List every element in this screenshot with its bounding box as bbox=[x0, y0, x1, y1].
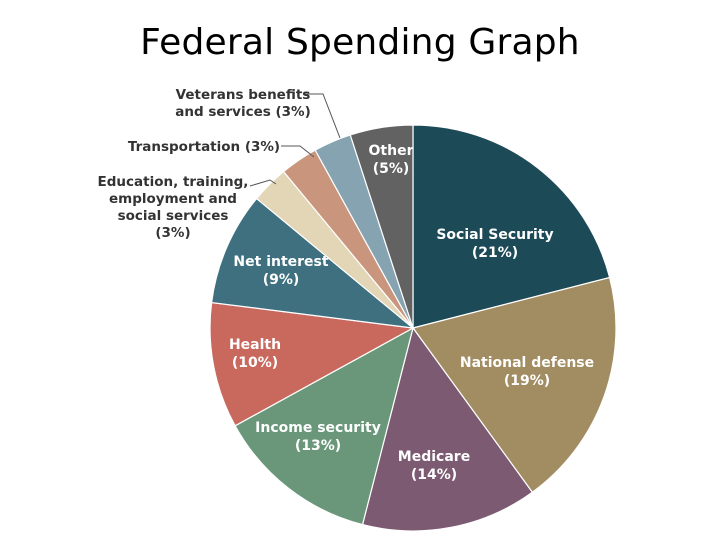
slice-label-income-security: Income security (13%) bbox=[255, 420, 381, 454]
pie-slice-health bbox=[209, 301, 415, 427]
pie-slice-other bbox=[349, 124, 414, 329]
pie-slice-income-security bbox=[234, 326, 414, 526]
slice-label-health: Health (10%) bbox=[229, 337, 281, 371]
leader-line-transportation bbox=[281, 145, 315, 158]
leader-line-veterans-benefits-and-services bbox=[305, 93, 341, 139]
slice-label-national-defense: National defense (19%) bbox=[460, 355, 594, 389]
pie-slice-medicare bbox=[361, 326, 534, 532]
pie-slice-social-security bbox=[412, 124, 611, 329]
page-title: Federal Spending Graph bbox=[140, 22, 580, 63]
slice-label-social-security: Social Security (21%) bbox=[436, 227, 553, 261]
leader-line-education-training-employment-and-social-services bbox=[249, 179, 277, 187]
slice-label-education-training-employment-and-social-services: Education, training, employment and social… bbox=[98, 174, 249, 241]
pie-slice-national-defense bbox=[411, 276, 617, 494]
slice-label-transportation: Transportation (3%) bbox=[128, 139, 280, 155]
slice-label-veterans-benefits-and-services: Veterans benefits and services (3%) bbox=[175, 87, 311, 120]
slice-label-medicare: Medicare (14%) bbox=[398, 449, 470, 483]
slice-label-other: Other (5%) bbox=[369, 143, 414, 177]
slice-label-net-interest: Net interest (9%) bbox=[233, 254, 328, 288]
pie-slice-net-interest bbox=[210, 197, 415, 329]
